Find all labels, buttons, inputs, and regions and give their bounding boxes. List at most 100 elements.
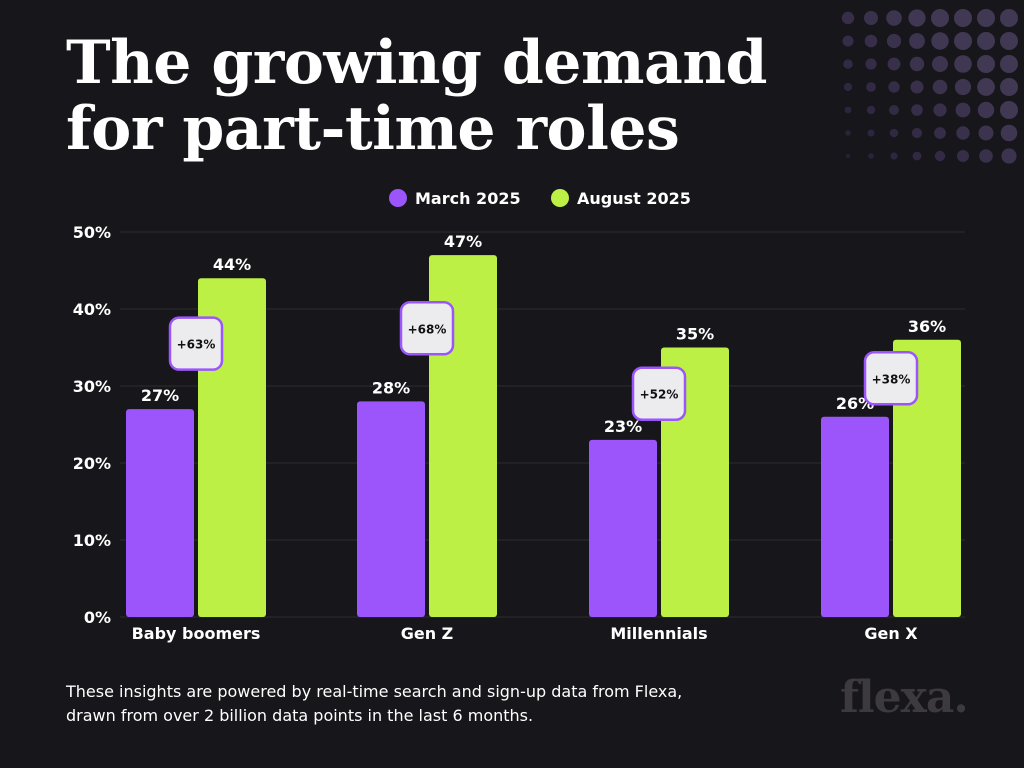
decorative-dot (910, 80, 924, 94)
decorative-dot (841, 11, 855, 25)
decorative-dot (977, 78, 995, 96)
decorative-dot (979, 149, 993, 163)
growth-badge-label: +63% (177, 338, 216, 352)
bar-march-2025 (126, 409, 194, 617)
y-tick-label: 0% (84, 608, 111, 627)
decorative-dot (909, 56, 925, 72)
x-tick-label: Millennials (610, 624, 707, 643)
data-label-august: 44% (213, 255, 251, 274)
y-tick-label: 30% (73, 377, 111, 396)
growth-badge (168, 316, 224, 371)
legend-label: March 2025 (415, 189, 521, 208)
decorative-dot (887, 57, 901, 71)
growth-badge (631, 366, 687, 421)
decorative-dot (864, 11, 878, 25)
decorative-dot (911, 104, 923, 116)
x-tick-label: Gen X (864, 624, 918, 643)
decorative-dot (932, 79, 948, 95)
decorative-dot (931, 32, 949, 50)
decorative-dot (844, 106, 852, 114)
y-tick-label: 10% (73, 531, 111, 550)
growth-badge (863, 351, 919, 406)
data-label-march: 23% (604, 417, 642, 436)
decorative-dot (955, 102, 971, 118)
data-label-march: 27% (141, 386, 179, 405)
growth-badge (399, 301, 455, 356)
decorative-dot (1001, 148, 1017, 164)
bar-august-2025 (893, 339, 961, 617)
decorative-dot (843, 59, 853, 69)
decorative-dot (977, 32, 995, 50)
decorative-dot (866, 105, 876, 115)
legend-label: August 2025 (577, 189, 691, 208)
decorative-dot (1000, 9, 1018, 27)
y-tick-label: 40% (73, 300, 111, 319)
growth-badge-label: +52% (640, 388, 679, 402)
decorative-dot (977, 101, 995, 119)
decorative-dot (977, 55, 995, 73)
decorative-dot-pattern (841, 9, 1018, 164)
footnote-line-1: These insights are powered by real-time … (66, 682, 683, 701)
decorative-dot (845, 130, 851, 136)
decorative-dot (1000, 32, 1018, 50)
decorative-dot (868, 153, 874, 159)
decorative-dot (866, 82, 876, 92)
decorative-dot (842, 35, 854, 47)
decorative-dot (932, 56, 948, 72)
decorative-dot (909, 33, 925, 49)
bar-march-2025 (357, 401, 425, 617)
title-line-1: The growing demand (66, 28, 767, 98)
decorative-dot (933, 103, 947, 117)
decorative-dot (931, 9, 949, 27)
decorative-dot (865, 58, 877, 70)
data-label-august: 35% (676, 325, 714, 344)
data-label-march: 28% (372, 378, 410, 397)
flexa-logo: flexa. (840, 672, 969, 723)
decorative-dot (954, 55, 972, 73)
legend-swatch (551, 189, 569, 207)
bar-march-2025 (589, 439, 657, 617)
decorative-dot (908, 9, 926, 27)
data-label-august: 36% (908, 317, 946, 336)
decorative-dot (956, 126, 970, 140)
decorative-dot (886, 10, 902, 26)
footnote: These insights are powered by real-time … (66, 680, 682, 728)
decorative-dot (888, 81, 900, 93)
decorative-dot (864, 34, 878, 48)
decorative-dot (911, 127, 923, 139)
decorative-dot (934, 150, 946, 162)
growth-badge-label: +68% (408, 322, 447, 336)
bar-chart: 0% 10% 20% 30% 40% 50% 27% 44% Baby boomers +63% 2… (73, 189, 965, 643)
decorative-dot (886, 33, 902, 49)
decorative-dot (846, 154, 850, 158)
y-tick-label: 50% (73, 223, 111, 242)
title-line-2: for part-time roles (66, 94, 680, 164)
legend-swatch (389, 189, 407, 207)
decorative-dot (977, 9, 995, 27)
labels: 0% 10% 20% 30% 40% 50% 27% 44% Baby boomers +63% 2… (73, 223, 946, 643)
x-tick-label: Baby boomers (132, 624, 261, 643)
decorative-dot (954, 32, 972, 50)
decorative-dot (867, 129, 875, 137)
growth-badge-label: +38% (872, 372, 911, 386)
decorative-dot (912, 151, 922, 161)
x-tick-label: Gen Z (401, 624, 454, 643)
decorative-dot (1000, 124, 1018, 142)
decorative-dot (957, 150, 969, 162)
decorative-dot (1000, 78, 1018, 96)
decorative-dot (954, 78, 972, 96)
bar-march-2025 (821, 416, 889, 617)
decorative-dot (934, 127, 946, 139)
decorative-dot (890, 152, 898, 160)
decorative-dot (889, 105, 899, 115)
page-title: The growing demand for part-time roles (66, 30, 767, 162)
decorative-dot (1000, 101, 1018, 119)
decorative-dot (978, 125, 994, 141)
y-tick-label: 20% (73, 454, 111, 473)
legend: March 2025 August 2025 (389, 189, 691, 208)
decorative-dot (1000, 55, 1018, 73)
data-label-august: 47% (444, 232, 482, 251)
decorative-dot (889, 128, 899, 138)
decorative-dot (954, 9, 972, 27)
footnote-line-2: drawn from over 2 billion data points in… (66, 706, 534, 725)
